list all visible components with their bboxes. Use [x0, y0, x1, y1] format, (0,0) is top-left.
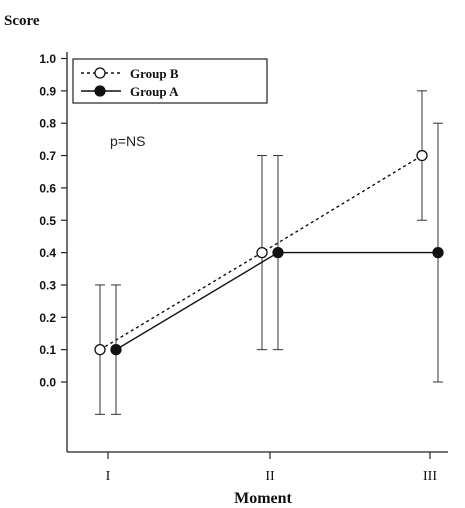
y-tick-label: 0.7 [39, 149, 56, 163]
legend-label: Group A [130, 84, 179, 99]
series-layer [94, 90, 444, 415]
point-open [416, 149, 428, 162]
x-tick-label: III [423, 469, 437, 484]
series-group-b [94, 90, 428, 415]
legend-label: Group B [130, 66, 179, 81]
y-tick-label: 0.0 [39, 376, 56, 390]
x-axis-title: Moment [234, 490, 292, 507]
y-axis-title: Score [4, 13, 40, 29]
x-ticks: I II III [106, 452, 437, 484]
legend: Group B Group A [72, 58, 268, 104]
point-filled [272, 246, 284, 259]
point-filled [110, 343, 122, 356]
y-tick-label: 0.8 [39, 117, 56, 131]
point-open [94, 343, 106, 356]
x-tick-label: I [106, 469, 111, 484]
y-tick-label: 0.2 [39, 311, 56, 325]
legend-marker-filled [94, 85, 106, 97]
y-tick-label: 0.6 [39, 181, 56, 195]
y-tick-label: 0.5 [39, 214, 56, 228]
y-tick-label: 0.9 [39, 84, 56, 98]
series-group-a [110, 122, 444, 415]
series-line [115, 251, 438, 351]
y-tick-label: 0.1 [39, 343, 56, 357]
y-ticks: 1.0 0.9 0.8 0.7 0.6 0.5 0.4 0.3 0.2 0.1 0.0 [39, 52, 67, 390]
legend-marker-open [94, 67, 106, 79]
x-tick-label: II [265, 469, 275, 484]
y-tick-label: 1.0 [39, 52, 56, 66]
y-tick-label: 0.4 [39, 246, 56, 260]
point-filled [432, 246, 444, 259]
p-value-annotation: p=NS [110, 133, 145, 149]
point-open [256, 246, 268, 259]
y-tick-label: 0.3 [39, 278, 56, 292]
legend-box [72, 58, 268, 104]
